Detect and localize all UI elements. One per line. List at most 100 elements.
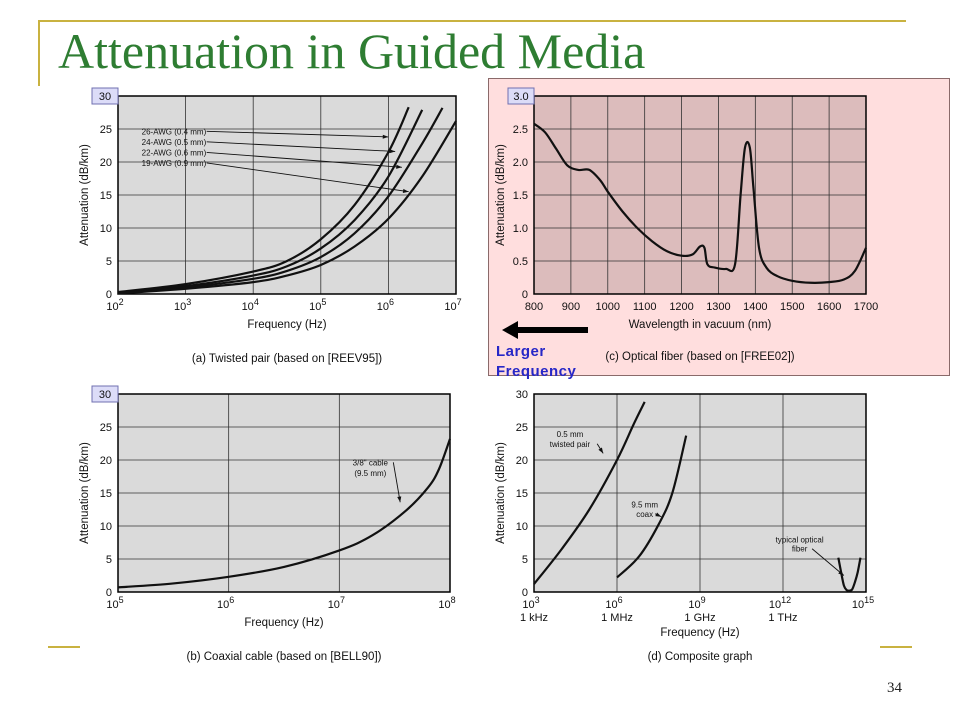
x-tick-label: 1300	[706, 301, 730, 313]
annotation-label: twisted pair	[550, 440, 591, 449]
series-line	[117, 109, 424, 294]
y-tick-label: 0.5	[513, 256, 528, 268]
y-axis-title: Attenuation (dB/km)	[79, 144, 91, 246]
annotation-arrowhead	[389, 149, 396, 154]
arrow-left-icon	[502, 321, 588, 339]
x-tick-label: 109	[688, 595, 705, 611]
y-tick-label: 0	[106, 289, 112, 301]
annotation-arrowhead	[397, 496, 402, 503]
x-tick-label: 103	[174, 297, 191, 313]
annotation-arrowhead	[382, 134, 389, 139]
x-tick-sublabel: 1 MHz	[601, 612, 633, 624]
y-tick-label: 2.0	[513, 157, 528, 169]
x-tick-label: 1012	[769, 595, 791, 611]
x-tick-label: 900	[562, 301, 580, 313]
x-tick-label: 106	[377, 297, 394, 313]
x-tick-sublabel: 1 kHz	[520, 612, 548, 624]
series-line	[117, 120, 457, 295]
annotation-label: coax	[636, 510, 653, 519]
x-tick-exponent: 7	[457, 297, 462, 307]
plot-frame	[533, 95, 867, 295]
annotation-label: 0.5 mm	[557, 430, 584, 439]
y-axis-title: Attenuation (dB/km)	[495, 442, 507, 544]
series-line	[117, 438, 452, 589]
x-tick-label: 1700	[854, 301, 878, 313]
x-tick-base: 10	[106, 301, 118, 313]
chart-caption: (d) Composite graph	[648, 651, 753, 663]
x-tick-exponent: 6	[229, 595, 234, 605]
annotation-leader	[206, 141, 396, 152]
y-tick-label: 0	[106, 587, 112, 599]
annotation-label: 3/8" cable	[353, 458, 389, 467]
annotation-label: 19-AWG (0.9 mm)	[142, 159, 207, 168]
x-tick-base: 10	[309, 301, 321, 313]
y-tick-label: 10	[100, 223, 112, 235]
y-tick-label: 0	[522, 587, 528, 599]
chart-caption: (c) Optical fiber (based on [FREE02])	[605, 351, 794, 363]
y-tick-label-top: 30	[99, 389, 111, 401]
x-tick-label: 105	[309, 297, 326, 313]
y-tick-label: 15	[516, 488, 528, 500]
plot-frame	[117, 393, 451, 593]
y-tick-label-top: 30	[99, 91, 111, 103]
y-tick-label: 25	[100, 422, 112, 434]
x-tick-label: 104	[242, 297, 259, 313]
x-tick-exponent: 5	[321, 297, 326, 307]
x-tick-base: 10	[377, 301, 389, 313]
x-axis-title: Frequency (Hz)	[244, 617, 323, 629]
x-tick-label: 1200	[669, 301, 693, 313]
x-tick-exponent: 8	[451, 595, 456, 605]
x-tick-label: 1100	[633, 301, 657, 313]
annotation-label: 26-AWG (0.4 mm)	[142, 127, 207, 136]
y-tick-label: 5	[106, 554, 112, 566]
slide-title: Attenuation in Guided Media	[58, 23, 646, 79]
x-tick-base: 10	[769, 599, 781, 611]
x-tick-label: 106	[605, 595, 622, 611]
x-tick-sublabel: 1 THz	[768, 612, 797, 624]
x-tick-base: 10	[605, 599, 617, 611]
x-tick-label: 1500	[780, 301, 804, 313]
y-tick-label: 25	[100, 124, 112, 136]
plot-frame	[533, 393, 867, 593]
annotation-leader	[811, 548, 845, 576]
y-tick-label: 10	[100, 521, 112, 533]
annotation-label: 22-AWG (0.6 mm)	[142, 148, 207, 157]
annotation-label: typical optical	[776, 536, 824, 545]
x-tick-label: 107	[444, 297, 461, 313]
x-tick-label: 1015	[852, 595, 874, 611]
y-tick-label: 1.5	[513, 190, 528, 202]
x-tick-exponent: 15	[864, 595, 874, 605]
footer-rule-left	[48, 646, 80, 648]
series-line	[117, 107, 444, 294]
y-tick-label: 5	[522, 554, 528, 566]
x-tick-exponent: 6	[389, 297, 394, 307]
y-tick-label: 20	[516, 455, 528, 467]
x-tick-label: 103	[522, 595, 539, 611]
top-tick-highlight-box	[507, 87, 535, 105]
x-tick-sublabel: 1 GHz	[684, 612, 715, 624]
x-tick-label: 1400	[743, 301, 767, 313]
x-tick-label: 105	[106, 595, 123, 611]
series-line	[117, 106, 410, 294]
series-line	[533, 401, 646, 585]
annotation-arrowhead	[402, 188, 409, 193]
x-tick-base: 10	[438, 599, 450, 611]
x-tick-base: 10	[242, 301, 254, 313]
x-tick-base: 10	[217, 599, 229, 611]
top-tick-highlight-box	[91, 385, 119, 403]
series-line	[616, 435, 688, 579]
x-tick-base: 10	[174, 301, 186, 313]
annotation-leader	[206, 162, 409, 193]
annotation-leader	[206, 151, 402, 168]
x-tick-exponent: 4	[254, 297, 259, 307]
y-tick-label: 15	[100, 190, 112, 202]
x-tick-exponent: 9	[701, 595, 706, 605]
x-tick-exponent: 5	[119, 595, 124, 605]
annotation-label: (9.5 mm)	[354, 469, 386, 478]
x-tick-label: 107	[328, 595, 345, 611]
annotation-leader	[206, 130, 389, 138]
